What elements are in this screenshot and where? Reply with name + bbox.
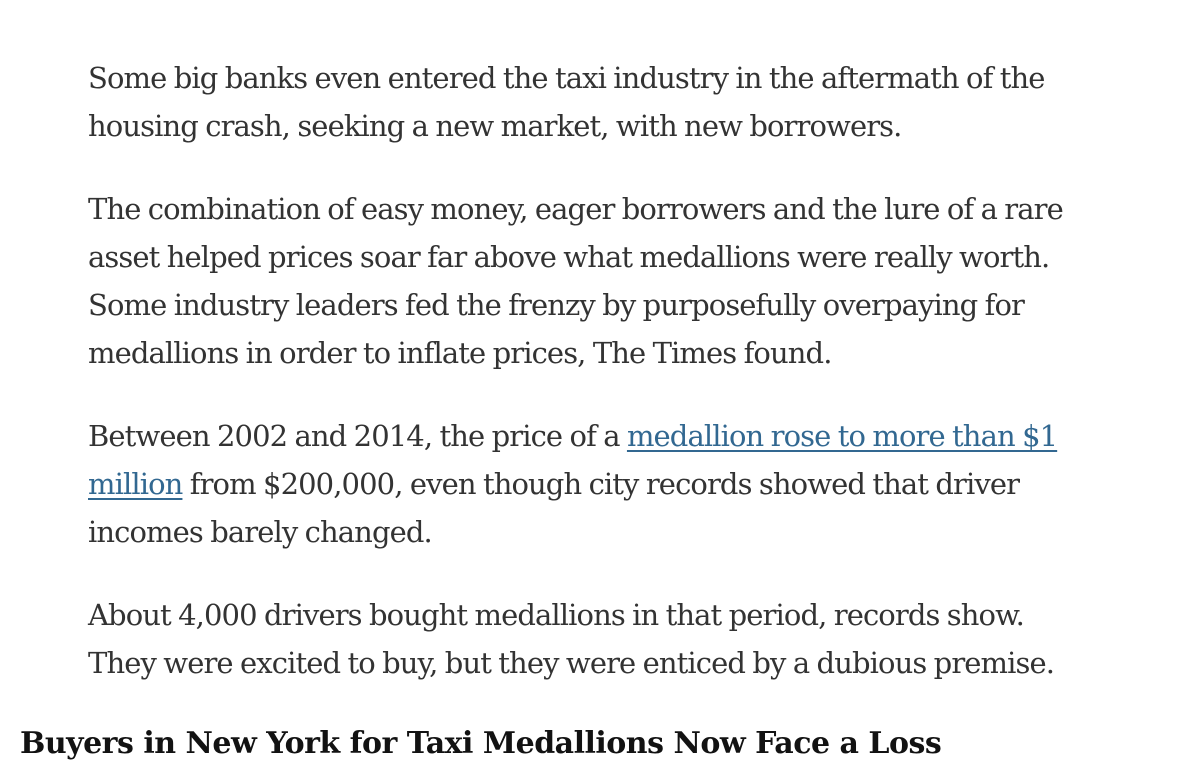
- paragraph-line: housing crash, seeking a new market, wit…: [88, 109, 902, 143]
- text-segment: from $200,000, even though city records …: [182, 467, 1020, 501]
- paragraph-line: Between 2002 and 2014, the price of a me…: [88, 412, 1148, 460]
- paragraph-line: About 4,000 drivers bought medallions in…: [88, 598, 1025, 632]
- medallion-price-link-part2[interactable]: million: [88, 467, 183, 501]
- medallion-price-link-part1[interactable]: medallion rose to more than $1: [626, 419, 1058, 453]
- paragraph-banks: Some big banks even entered the taxi ind…: [88, 54, 1148, 150]
- paragraph-line: medallions in order to inflate prices, T…: [88, 336, 832, 370]
- paragraph-line: Some industry leaders fed the frenzy by …: [88, 288, 1025, 322]
- paragraph-line: million from $200,000, even though city …: [88, 460, 1148, 508]
- paragraph-line: They were excited to buy, but they were …: [88, 646, 1055, 680]
- paragraph-line: Some big banks even entered the taxi ind…: [88, 61, 1045, 95]
- text-segment: Between 2002 and 2014, the price of a: [88, 419, 627, 453]
- paragraph-price-rise: Between 2002 and 2014, the price of a me…: [88, 412, 1148, 556]
- cut-off-heading: Buyers in New York for Taxi Medallions N…: [20, 726, 942, 761]
- paragraph-easy-money: The combination of easy money, eager bor…: [88, 185, 1148, 377]
- paragraph-line: The combination of easy money, eager bor…: [88, 192, 1064, 226]
- article-body: Some big banks even entered the taxi ind…: [88, 54, 1148, 687]
- paragraph-line: asset helped prices soar far above what …: [88, 240, 1050, 274]
- paragraph-line: incomes barely changed.: [88, 515, 433, 549]
- paragraph-drivers: About 4,000 drivers bought medallions in…: [88, 591, 1148, 687]
